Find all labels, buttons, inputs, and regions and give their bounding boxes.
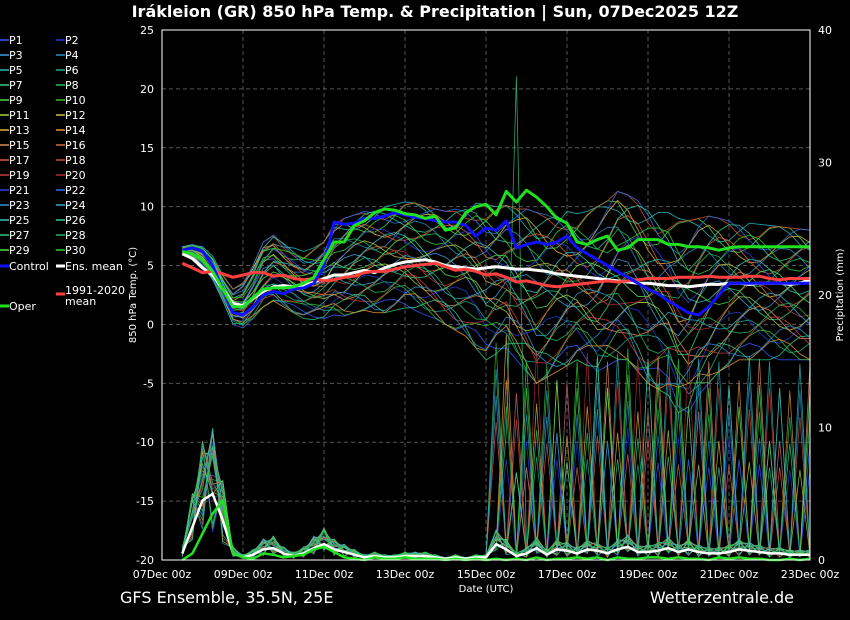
legend-label: 1991-2020 [65, 284, 125, 297]
y-tick-label: -10 [136, 436, 154, 449]
member-line-p25 [182, 232, 811, 305]
legend-label: P3 [9, 49, 23, 62]
member-line-p5 [182, 201, 811, 290]
ensemble-members [181, 76, 811, 560]
series-oper [181, 188, 810, 309]
legend-label: P26 [65, 214, 86, 227]
model-info: GFS Ensemble, 35.5N, 25E [120, 588, 334, 607]
y-tick-label: -15 [136, 495, 154, 508]
site-credit: Wetterzentrale.de [649, 588, 794, 607]
legend-label: P21 [9, 184, 30, 197]
legend-label: P4 [65, 49, 79, 62]
x-tick-label: 15Dec 00z [457, 568, 516, 581]
y2-tick-label: 10 [818, 422, 832, 435]
x-tick-label: 17Dec 00z [538, 568, 597, 581]
y-tick-label: 5 [147, 260, 154, 273]
x-axis: 07Dec 00z 09Dec 00z 11Dec 00z 13Dec 00z 15De… [133, 568, 840, 581]
legend: P1 P2 P3 P4 P5 P6 P7 P8 P9 P10 P11 P12 P13 P14 P15 P16 P… [0, 34, 125, 313]
legend-label: P30 [65, 244, 86, 257]
legend-label: P1 [9, 34, 23, 47]
legend-label: P23 [9, 199, 30, 212]
y2-tick-label: 20 [818, 289, 832, 302]
legend-label: P13 [9, 124, 30, 137]
x-tick-label: 11Dec 00z [295, 568, 354, 581]
member-line-p18 [182, 190, 811, 290]
legend-label: P10 [65, 94, 86, 107]
x-tick-label: 23Dec 00z [781, 568, 840, 581]
legend-label: P16 [65, 139, 86, 152]
legend-label: P25 [9, 214, 30, 227]
temp-series [181, 188, 811, 317]
member-precip-p28 [181, 406, 811, 560]
y-axis-left: -20 -15 -10 -5 0 5 10 15 20 25 [136, 24, 154, 567]
member-line-p23 [182, 252, 811, 386]
member-line-p19 [182, 252, 811, 365]
y-tick-label: 20 [140, 83, 154, 96]
member-line-p21 [182, 228, 811, 305]
legend-label: P18 [65, 154, 86, 167]
chart-title: Irákleion (GR) 850 hPa Temp. & Precipita… [132, 2, 739, 22]
y2-axis-label: Precipitation (mm) [835, 248, 846, 341]
member-line-p3 [182, 249, 811, 337]
legend-label: P11 [9, 109, 30, 122]
y2-tick-label: 40 [818, 24, 832, 37]
legend-label: P12 [65, 109, 86, 122]
series-ens-mean-precip [181, 492, 810, 560]
legend-label: Oper [9, 300, 36, 313]
legend-label: P2 [65, 34, 79, 47]
legend-label: P6 [65, 64, 79, 77]
y-tick-label: 15 [140, 142, 154, 155]
x-tick-label: 19Dec 00z [619, 568, 678, 581]
series-1991-2020-mean [181, 261, 810, 289]
legend-label: Ens. mean [65, 260, 123, 273]
y-axis-right: 0 10 20 30 40 [818, 24, 832, 567]
x-tick-label: 07Dec 00z [133, 568, 192, 581]
legend-label: P17 [9, 154, 30, 167]
member-line-p14 [182, 253, 811, 390]
legend-label: P22 [65, 184, 86, 197]
member-line-p10 [182, 253, 811, 384]
member-precip-p7 [181, 76, 811, 560]
series-ens-mean [181, 252, 811, 308]
x-tick-label: 21Dec 00z [700, 568, 759, 581]
legend-label: P20 [65, 169, 86, 182]
member-line-p17 [182, 214, 811, 302]
legend-label: Control [9, 260, 49, 273]
y2-tick-label: 30 [818, 157, 832, 170]
member-line-p16 [182, 246, 811, 335]
member-line-p28 [182, 251, 811, 354]
legend-label: P5 [9, 64, 23, 77]
member-line-p22 [182, 190, 811, 295]
legend-label: P29 [9, 244, 30, 257]
legend-label: P27 [9, 229, 30, 242]
series-control [181, 211, 810, 317]
plot-frame [161, 29, 811, 561]
legend-label: P28 [65, 229, 86, 242]
y-tick-label: 0 [147, 318, 154, 331]
legend-label: P7 [9, 79, 23, 92]
legend-label: P15 [9, 139, 30, 152]
y2-tick-label: 0 [818, 554, 825, 567]
y-tick-label: 25 [140, 24, 154, 37]
legend-label: P8 [65, 79, 79, 92]
member-line-p30 [182, 215, 811, 299]
grid [162, 30, 811, 560]
x-tick-label: 09Dec 00z [214, 568, 273, 581]
y-axis-label: 850 hPa Temp. (°C) [128, 247, 139, 343]
y-tick-label: -5 [143, 377, 154, 390]
legend-label: mean [65, 295, 96, 308]
legend-label: P24 [65, 199, 86, 212]
member-line-p2 [182, 250, 811, 390]
x-tick-label: 13Dec 00z [376, 568, 435, 581]
y-tick-label: -20 [136, 554, 154, 567]
x-axis-label: Date (UTC) [459, 584, 514, 595]
legend-label: P9 [9, 94, 23, 107]
legend-label: P14 [65, 124, 86, 137]
y-tick-label: 10 [140, 201, 154, 214]
legend-label: P19 [9, 169, 30, 182]
member-line-p27 [182, 252, 811, 414]
